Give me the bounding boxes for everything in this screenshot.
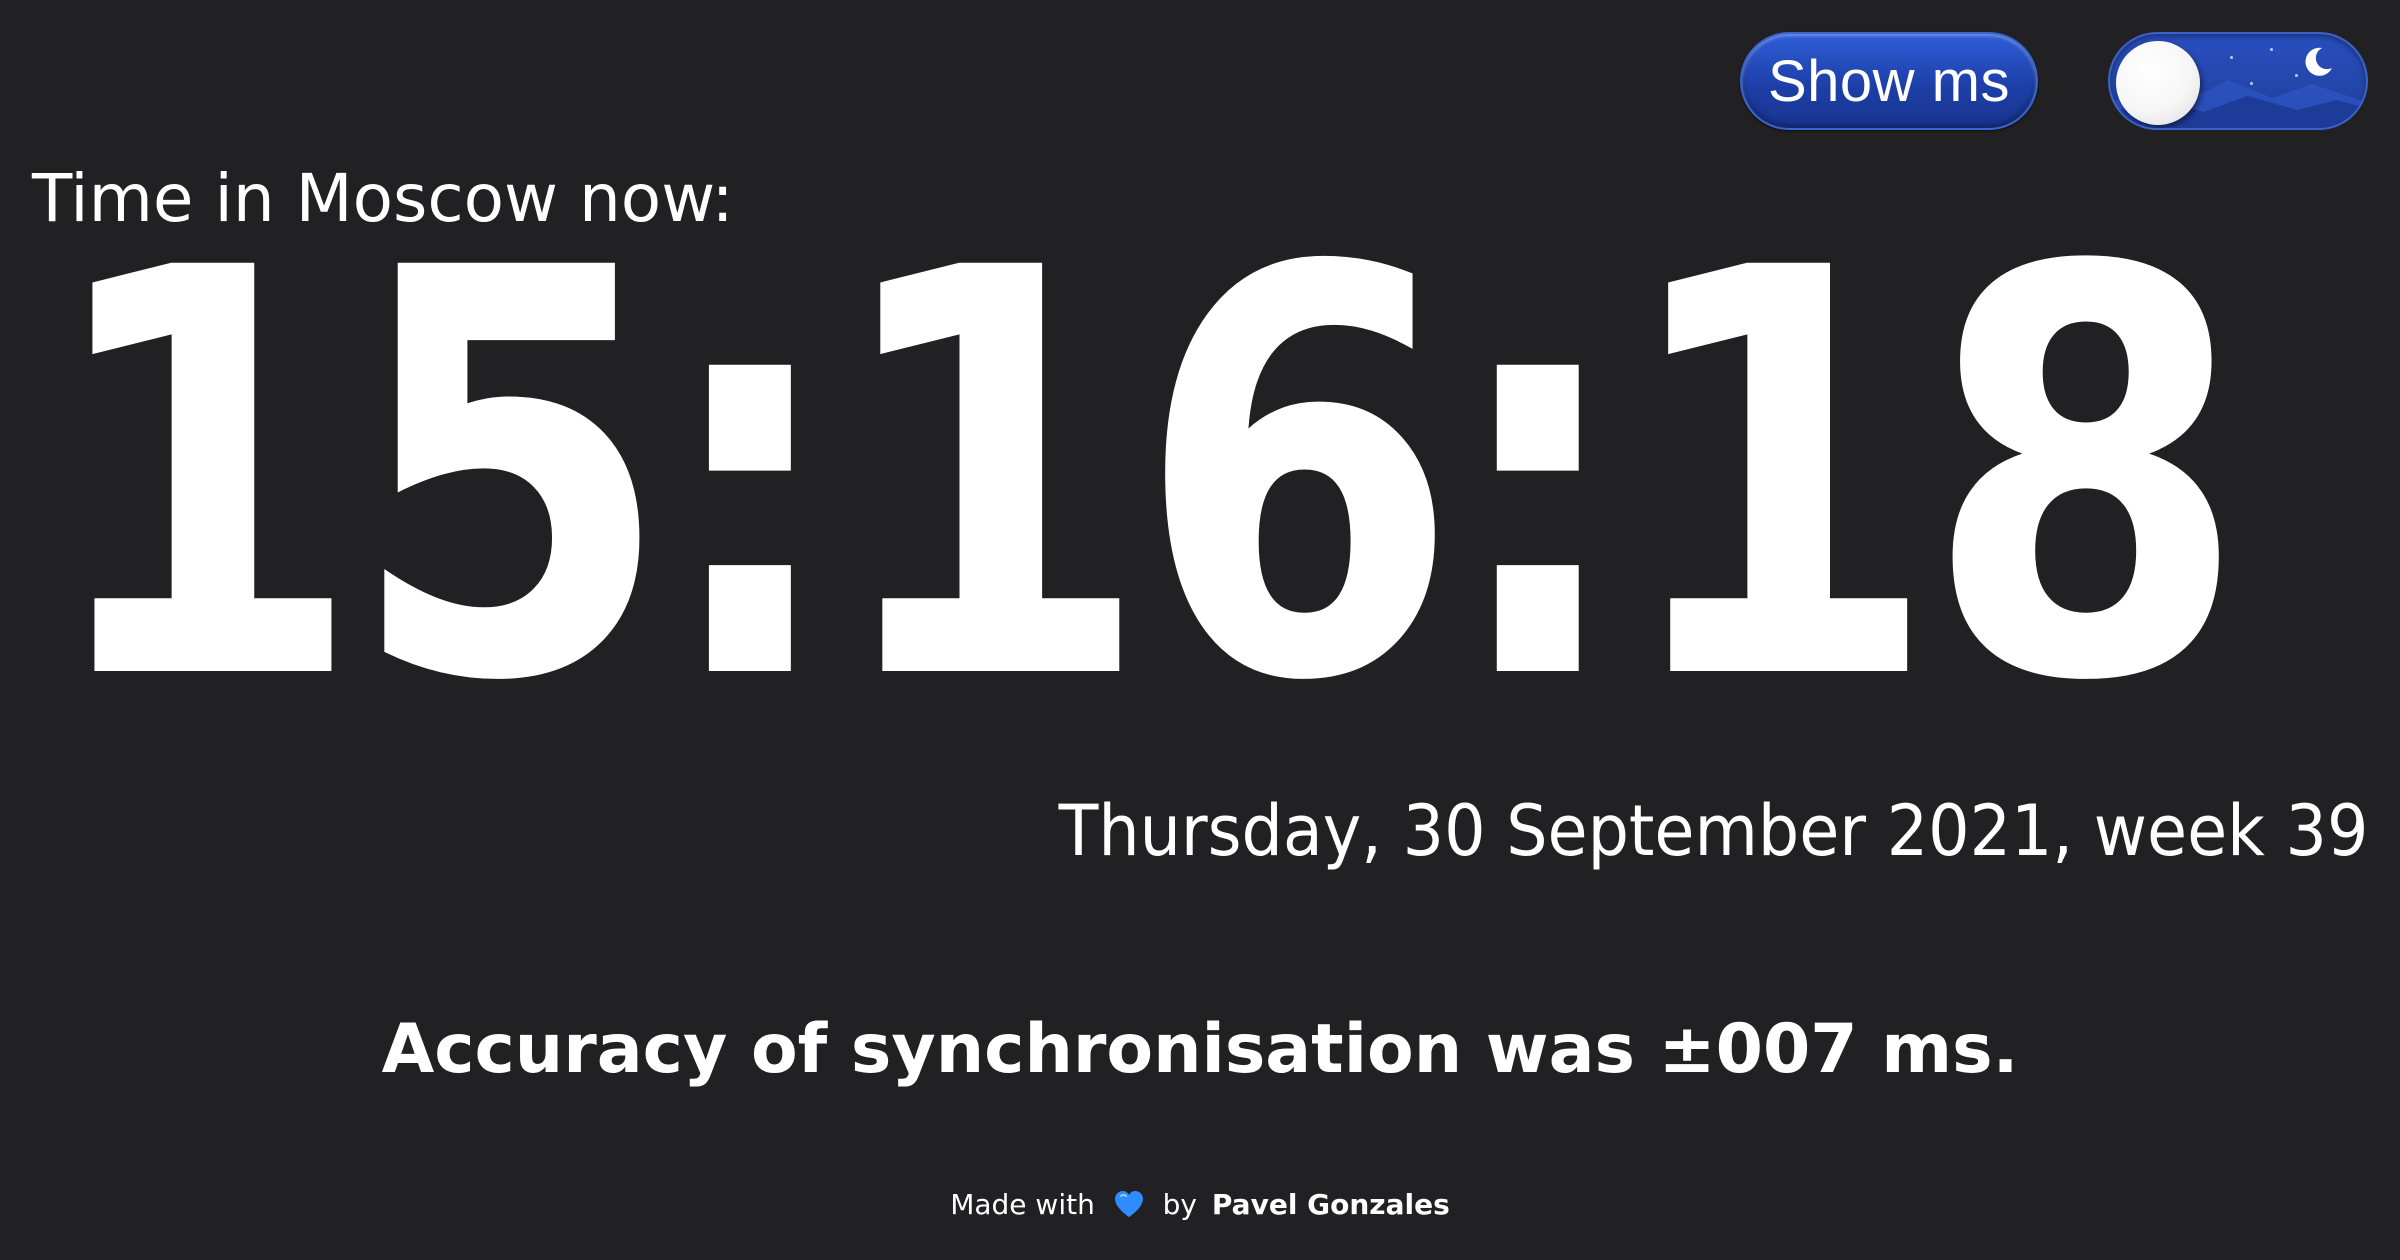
footer: Made with by Pavel Gonzales — [0, 1188, 2400, 1221]
clock-display: 15:16:18 — [40, 152, 2248, 804]
footer-made-with: Made with — [950, 1188, 1095, 1221]
show-ms-button[interactable]: Show ms — [1740, 32, 2038, 130]
theme-toggle[interactable] — [2108, 32, 2368, 130]
blue-heart-icon — [1114, 1191, 1143, 1217]
show-ms-label: Show ms — [1767, 48, 2010, 114]
author-link[interactable]: Pavel Gonzales — [1211, 1188, 1450, 1221]
star-icon — [2270, 48, 2273, 51]
toggle-knob[interactable] — [2116, 41, 2200, 125]
star-icon — [2250, 82, 2253, 85]
date-text: Thursday, 30 September 2021, week 39 — [1058, 790, 2368, 872]
sync-accuracy-text: Accuracy of synchronisation was ±007 ms. — [381, 1010, 2019, 1089]
star-icon — [2295, 74, 2298, 77]
page-title: Time in Moscow now: — [32, 160, 734, 237]
star-icon — [2230, 56, 2233, 59]
footer-by: by — [1162, 1188, 1197, 1221]
moon-icon — [2305, 47, 2332, 76]
